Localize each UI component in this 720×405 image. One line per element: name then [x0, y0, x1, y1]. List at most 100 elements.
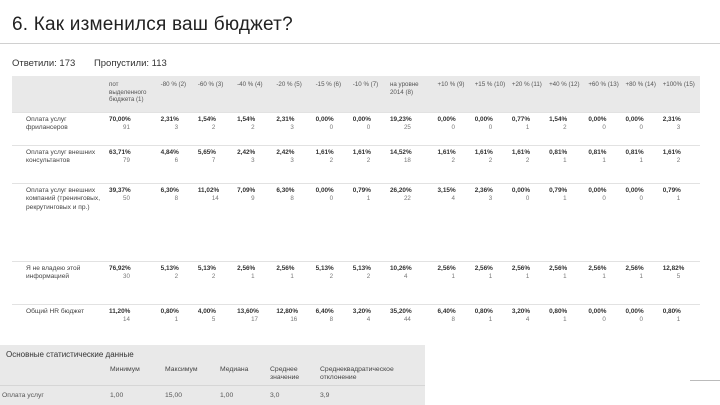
- results-table-container: пот выделенного бюджета (1) -80 % (2) -60 …: [12, 76, 700, 330]
- column-header: -20 % (5): [276, 81, 302, 88]
- data-cell: 2,31% 3: [274, 111, 314, 145]
- data-cell: 0,00% 0: [623, 111, 661, 145]
- data-cell: 76,92% 30: [107, 260, 159, 304]
- data-cell: 1,54% 2: [547, 111, 587, 145]
- count-value: 2: [676, 156, 681, 164]
- data-cell: 0,00% 0: [623, 303, 661, 330]
- count-value: 8: [451, 315, 455, 323]
- count-value: 5: [676, 272, 681, 280]
- count-value: 4: [525, 315, 530, 323]
- count-value: 8: [329, 315, 334, 323]
- count-value: 1: [563, 272, 567, 280]
- data-cell: 1,61% 2: [509, 144, 548, 183]
- statistics-title: Основные статистические данные: [6, 350, 134, 359]
- count-value: 17: [251, 315, 258, 323]
- table-row: Оплата услуг внешних консультантов 63,71%…: [12, 144, 700, 183]
- percentage-value: 2,56%: [237, 264, 256, 272]
- column-header: -80 % (2): [160, 81, 187, 88]
- percentage-value: 0,00%: [625, 307, 644, 315]
- header-empty-cell: [12, 76, 107, 112]
- percentage-value: 0,81%: [588, 148, 607, 156]
- count-value: 14: [211, 194, 219, 202]
- percentage-value: 0,80%: [549, 307, 568, 315]
- count-value: 79: [123, 156, 130, 164]
- count-value: 22: [403, 194, 411, 202]
- percentage-value: 6,40%: [315, 307, 334, 315]
- data-cell: 14,52% 18: [387, 144, 436, 183]
- percentage-value: 3,20%: [352, 307, 371, 315]
- percentage-value: 5,13%: [160, 264, 179, 272]
- data-cell: 4,84% 6: [158, 144, 196, 183]
- count-value: 2: [563, 123, 567, 131]
- count-value: 2: [488, 156, 493, 164]
- count-value: 1: [488, 272, 493, 280]
- data-cell: 2,56% 1: [274, 260, 314, 304]
- percentage-value: 0,00%: [474, 115, 493, 123]
- percentage-value: 11,02%: [197, 186, 220, 194]
- count-value: 44: [403, 315, 411, 323]
- percentage-value: 2,31%: [276, 115, 295, 123]
- count-value: 1: [525, 272, 530, 280]
- data-cell: 0,81% 1: [547, 144, 587, 183]
- percentage-value: 0,81%: [549, 148, 568, 156]
- data-cell: 5,13% 2: [195, 260, 236, 304]
- count-value: 7: [211, 156, 216, 164]
- count-value: 0: [329, 123, 334, 131]
- percentage-value: 1,54%: [549, 115, 568, 123]
- percentage-value: 1,61%: [437, 148, 456, 156]
- data-cell: 0,77% 1: [509, 111, 548, 145]
- data-cell: 1,61% 2: [350, 144, 388, 183]
- percentage-value: 6,30%: [276, 186, 295, 194]
- count-value: 1: [563, 315, 567, 323]
- row-label: Общий HR бюджет: [12, 303, 108, 330]
- percentage-value: 2,56%: [549, 264, 568, 272]
- data-cell: 2,56% 1: [623, 260, 661, 304]
- data-cell: 12,82% 5: [660, 260, 700, 304]
- count-value: 1: [290, 272, 294, 280]
- data-cell: 11,20% 14: [107, 303, 159, 330]
- column-header: +40 % (12): [549, 81, 580, 88]
- data-cell: 5,13% 2: [313, 260, 351, 304]
- percentage-value: 6,40%: [437, 307, 456, 315]
- percentage-value: 1,54%: [237, 115, 256, 123]
- row-label: Оплата услуг внешних компаний (тренингов…: [12, 182, 108, 261]
- percentage-value: 2,56%: [511, 264, 530, 272]
- percentage-value: 0,00%: [511, 186, 530, 194]
- statistics-value: 1,00: [108, 385, 163, 405]
- data-cell: 2,42% 3: [274, 144, 314, 183]
- count-value: 2: [366, 156, 371, 164]
- data-cell: 1,61% 2: [660, 144, 700, 183]
- count-value: 3: [290, 156, 294, 164]
- statistics-column-header: Среднее значение: [270, 366, 300, 381]
- count-value: 0: [602, 123, 606, 131]
- data-cell: 39,37% 50: [107, 182, 159, 261]
- data-cell: 2,56% 1: [235, 260, 275, 304]
- count-value: 8: [174, 194, 179, 202]
- percentage-value: 0,00%: [588, 186, 607, 194]
- data-cell: 5,13% 2: [158, 260, 196, 304]
- statistics-column-header: Максимум: [165, 366, 198, 373]
- count-value: 1: [676, 315, 681, 323]
- statistics-header-empty: [0, 363, 108, 386]
- count-value: 0: [525, 194, 530, 202]
- percentage-value: 1,61%: [352, 148, 371, 156]
- data-cell: 5,13% 2: [350, 260, 388, 304]
- percentage-value: 12,80%: [276, 307, 299, 315]
- percentage-value: 1,54%: [197, 115, 216, 123]
- count-value: 2: [211, 272, 216, 280]
- percentage-value: 76,92%: [109, 264, 131, 272]
- percentage-value: 1,61%: [474, 148, 493, 156]
- count-value: 91: [123, 123, 130, 131]
- data-cell: 0,80% 1: [547, 303, 587, 330]
- count-value: 3: [290, 123, 294, 131]
- percentage-value: 7,09%: [237, 186, 256, 194]
- column-header: +20 % (11): [511, 81, 542, 88]
- row-label: Оплата услуг фрилансеров: [12, 111, 108, 145]
- percentage-value: 0,81%: [625, 148, 644, 156]
- percentage-value: 26,20%: [389, 186, 412, 194]
- percentage-value: 0,80%: [160, 307, 179, 315]
- percentage-value: 1,61%: [511, 148, 530, 156]
- column-header: +10 % (9): [437, 81, 465, 88]
- count-value: 8: [290, 194, 294, 202]
- count-value: 9: [251, 194, 255, 202]
